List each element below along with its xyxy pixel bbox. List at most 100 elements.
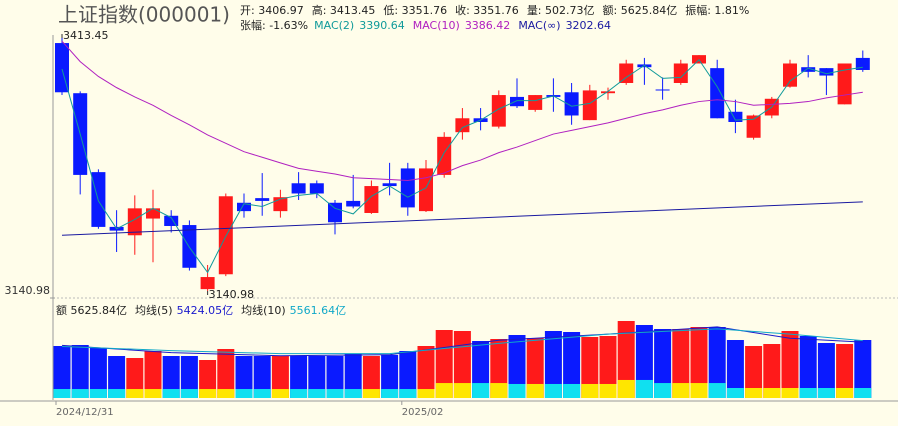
- candle-body: [801, 67, 816, 72]
- candle-body: [237, 202, 251, 212]
- volume-bar: [217, 349, 235, 398]
- candle-body: [127, 208, 142, 236]
- volume-lower-bar: [435, 383, 453, 398]
- volume-bar: [362, 356, 380, 398]
- volume-ma-line: [61, 326, 863, 357]
- legend-name: MAC(2): [314, 19, 354, 32]
- volume-bar: [745, 346, 763, 398]
- volume-lower-bar: [490, 383, 508, 398]
- volume-lower-bar: [526, 383, 544, 398]
- volume-lower-bar: [508, 383, 526, 398]
- volume-lower-bar: [89, 389, 107, 398]
- info-item: 振幅: 1.81%: [685, 3, 749, 17]
- volume-lower-bar: [417, 389, 435, 398]
- volume-lower-bar: [635, 379, 653, 398]
- volume-lower-bar: [781, 388, 799, 398]
- volume-bar: [763, 344, 781, 398]
- info-item: 高: 3413.45: [312, 3, 376, 17]
- volume-bar: [599, 336, 617, 398]
- volume-bar: [799, 336, 817, 398]
- volume-title: 额 5625.84亿: [56, 304, 127, 317]
- candle-body: [146, 208, 160, 219]
- volume-legend-value: 5424.05亿: [177, 304, 234, 317]
- volume-bar: [672, 329, 690, 398]
- volume-lower-bar: [126, 389, 144, 398]
- legend-value: 3202.64: [566, 19, 612, 32]
- candle-body: [528, 95, 543, 110]
- volume-lower-bar: [271, 389, 289, 398]
- x-tick-label: 2025/02: [402, 407, 444, 418]
- volume-lower-bar: [290, 389, 308, 398]
- candle-body: [601, 91, 615, 94]
- volume-lower-bar: [162, 389, 180, 398]
- legend-name: MAC(10): [413, 19, 460, 32]
- volume-bar: [89, 348, 107, 398]
- candle-body: [400, 168, 415, 208]
- candle-body: [437, 136, 452, 175]
- volume-bar: [235, 356, 253, 398]
- x-tick-label: 2024/12/31: [56, 407, 114, 418]
- volume-bar: [526, 338, 544, 398]
- candle-body: [309, 183, 324, 194]
- volume-bar: [690, 327, 708, 398]
- volume-bar: [581, 337, 599, 398]
- candle-body: [291, 183, 306, 194]
- volume-bar: [381, 355, 399, 398]
- volume-bar: [781, 331, 799, 398]
- volume-lower-bar: [362, 389, 380, 398]
- candle-body: [419, 168, 433, 212]
- ma-line: [61, 59, 863, 274]
- volume-lower-bar: [108, 389, 126, 398]
- info-item: 低: 3351.76: [383, 4, 447, 17]
- volume-lower-bar: [581, 383, 599, 398]
- volume-lower-bar: [763, 388, 781, 398]
- volume-lower-bar: [563, 383, 581, 398]
- volume-bar: [726, 340, 744, 398]
- volume-bar: [108, 356, 126, 398]
- annotation-label: 3413.45: [63, 29, 109, 42]
- ma-line: [61, 40, 863, 181]
- volume-lower-bar: [71, 389, 89, 398]
- info-item: 开: 3406.97: [240, 4, 304, 17]
- volume-lower-bar: [672, 383, 690, 398]
- volume-legend-value: 5561.64亿: [290, 304, 347, 317]
- volume-bar: [854, 340, 872, 398]
- volume-bar: [817, 343, 835, 398]
- volume-bar: [180, 356, 198, 398]
- volume-lower-bar: [599, 383, 617, 398]
- ma-line: [61, 201, 863, 236]
- volume-bar: [508, 335, 526, 398]
- volume-bar: [453, 331, 471, 398]
- volume-lower-bar: [399, 389, 417, 398]
- volume-bar: [144, 351, 162, 398]
- volume-lower-bar: [144, 389, 162, 398]
- info-item: 额: 5625.84亿: [603, 4, 678, 17]
- volume-bar: [199, 360, 217, 398]
- info-item: 收: 3351.76: [455, 3, 519, 17]
- volume-lower-bar: [617, 379, 635, 398]
- volume-legend-name: 均线(5): [135, 303, 173, 317]
- volume-bar: [617, 321, 635, 398]
- candle-body: [382, 183, 397, 187]
- volume-bar: [417, 346, 435, 398]
- volume-lower-bar: [381, 389, 399, 398]
- volume-lower-bar: [654, 383, 672, 398]
- volume-lower-bar: [726, 388, 744, 398]
- candle-body: [655, 89, 670, 91]
- candle-body: [728, 111, 743, 122]
- volume-bar: [126, 358, 144, 398]
- candle-body: [710, 68, 725, 119]
- volume-lower-bar: [53, 389, 71, 398]
- candle-body: [582, 90, 597, 121]
- candle-body: [255, 198, 270, 201]
- candle-body: [746, 115, 761, 138]
- legend-name: MAC(∞): [518, 19, 560, 32]
- volume-lower-bar: [854, 388, 872, 398]
- volume-lower-bar: [690, 383, 708, 398]
- volume-lower-bar: [745, 388, 763, 398]
- candle-body: [673, 63, 688, 83]
- info-item: 量: 502.73亿: [527, 4, 595, 17]
- candle-body: [346, 200, 361, 207]
- candle-body: [328, 202, 342, 223]
